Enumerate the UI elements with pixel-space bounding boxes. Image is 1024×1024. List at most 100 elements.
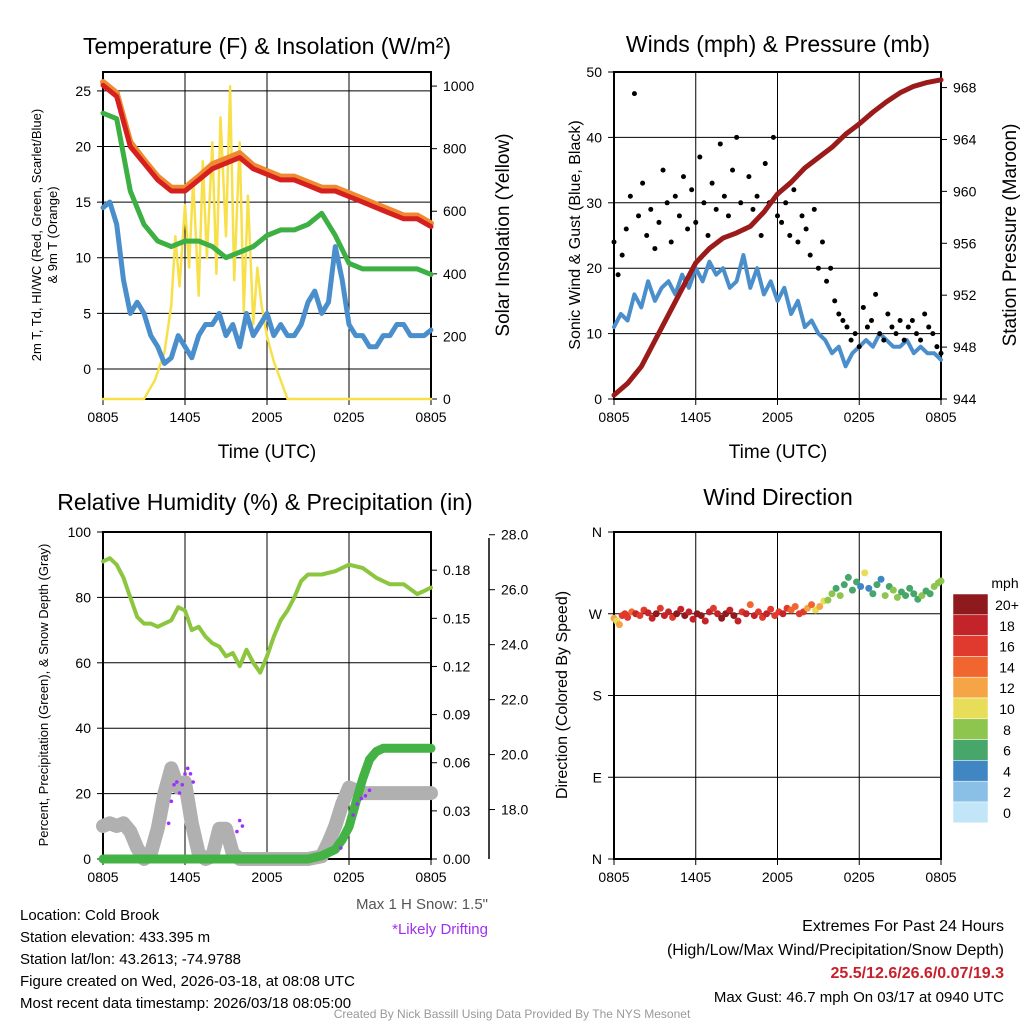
gust-point (701, 200, 707, 206)
wind-direction-point (902, 592, 910, 600)
y3-tick-label: 28.0 (501, 527, 528, 543)
x-tick-label: 1405 (169, 869, 200, 885)
y3-tick-label: 22.0 (501, 692, 528, 708)
gust-point (848, 337, 854, 343)
gust-point (664, 200, 670, 206)
wind-direction-point (824, 596, 832, 604)
gust-point (803, 226, 809, 232)
colorbar-swatch (952, 760, 989, 782)
gust-point (873, 291, 879, 297)
drifting-point (351, 813, 355, 817)
drifting-point (339, 846, 343, 850)
created-text: Figure created on Wed, 2026-03-18, at 08… (20, 973, 355, 990)
wind-direction-point (937, 577, 945, 585)
gust-point (611, 239, 617, 245)
colorbar-label: 14 (999, 659, 1015, 675)
pressure-line (611, 77, 944, 398)
colorbar-swatch (952, 739, 989, 761)
x-tick-label: 0205 (844, 409, 875, 425)
y2-tick-label: 0.18 (443, 562, 470, 578)
drifting-annotation: *Likely Drifting (392, 921, 488, 938)
plot-frame (613, 531, 942, 860)
y3-tick-label: 24.0 (501, 637, 528, 653)
x-tick-label: 0805 (598, 869, 629, 885)
y-axis-label: Percent, Precipitation (Green), & Snow D… (36, 544, 51, 847)
gust-point (787, 233, 793, 238)
gust-point (918, 337, 924, 343)
gust-point (864, 324, 870, 330)
gust-point (754, 193, 760, 199)
chart-title: Relative Humidity (%) & Precipitation (i… (57, 489, 472, 515)
gust-point (636, 213, 642, 219)
wind-direction-point (926, 590, 934, 598)
gust-point (913, 331, 919, 337)
colorbar-swatch (952, 676, 989, 699)
gust-point (819, 239, 825, 245)
x-axis-label: Time (UTC) (218, 442, 317, 463)
wind-direction-point (893, 593, 901, 601)
gust-point (889, 324, 895, 330)
gust-point (738, 200, 744, 206)
gust-point (860, 304, 866, 310)
gust-point (693, 219, 699, 225)
colorbar-label: 16 (999, 639, 1015, 655)
wind-direction-point (816, 602, 824, 610)
recent-data-text: Most recent data timestamp: 2026/03/18 0… (20, 995, 352, 1012)
gust-point (909, 318, 915, 324)
gust-point (644, 233, 650, 238)
y2-tick-label: 0.15 (443, 610, 470, 626)
colorbar-label: 18 (999, 618, 1015, 634)
gust-point (631, 91, 637, 97)
x-tick-label: 0205 (333, 869, 364, 885)
drifting-point (363, 793, 368, 798)
wind-direction-point (636, 612, 644, 620)
drifting-point (367, 788, 372, 793)
wind-direction-point (910, 590, 918, 598)
gust-point (840, 318, 846, 324)
gust-point (725, 213, 731, 219)
gust-point (869, 318, 875, 324)
gust-point (680, 174, 686, 180)
wind-direction-point (665, 608, 672, 616)
y-tick-label: 60 (75, 655, 91, 671)
y2-tick-label: 0.03 (443, 803, 470, 819)
y2-tick-label: 948 (953, 339, 977, 355)
gust-point (832, 298, 838, 304)
wind-direction-point (808, 601, 816, 609)
y2-tick-label: 964 (953, 131, 977, 147)
gust-point (775, 213, 780, 219)
wind-direction-point (861, 569, 869, 577)
x-tick-label: 0805 (415, 869, 446, 885)
gust-point (750, 206, 756, 212)
gust-point (905, 324, 911, 330)
gust-point (897, 318, 903, 324)
y-tick-label: 40 (586, 129, 602, 145)
gust-point (762, 161, 768, 167)
y2-tick-label: 960 (953, 183, 977, 199)
y-tick-label: 20 (75, 786, 91, 802)
wind-direction-point (918, 592, 926, 600)
gust-point (705, 233, 711, 238)
y-tick-label: 0 (594, 391, 602, 407)
gust-point (877, 331, 883, 337)
x-tick-label: 0805 (415, 409, 446, 425)
wind-direction-point (857, 583, 865, 590)
drifting-point (172, 783, 176, 787)
drifting-point (235, 829, 239, 834)
temp-2m-line (100, 82, 434, 230)
gust-point (836, 311, 842, 317)
colorbar-swatch (952, 697, 989, 720)
gust-point (730, 167, 736, 173)
y-tick-label: 10 (586, 326, 602, 342)
x-tick-label: 0205 (844, 869, 875, 885)
y2-tick-label: 1000 (443, 78, 474, 94)
gust-point (795, 239, 801, 245)
gust-point (672, 193, 678, 199)
y2-tick-label: 0.12 (443, 658, 470, 674)
y2-tick-label: 952 (953, 287, 977, 303)
gust-point (623, 226, 629, 232)
colorbar-label: 4 (1003, 763, 1011, 779)
extremes-subtitle: (High/Low/Max Wind/Precipitation/Snow De… (666, 942, 1004, 959)
gust-point (619, 252, 625, 258)
gust-point (791, 187, 797, 193)
